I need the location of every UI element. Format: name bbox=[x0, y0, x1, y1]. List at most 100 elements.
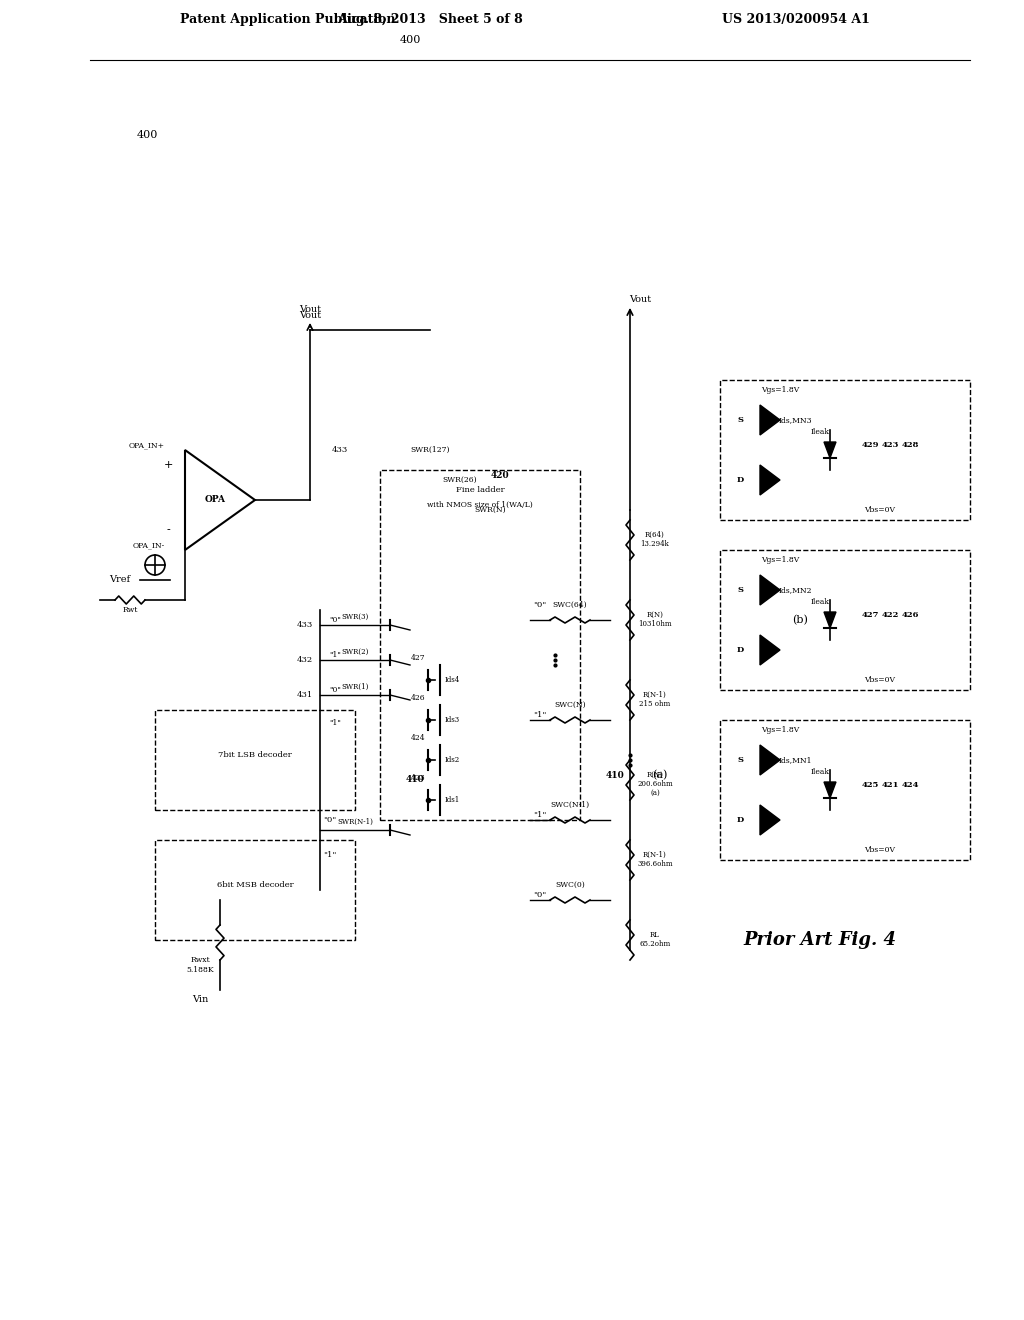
Text: Fine ladder: Fine ladder bbox=[456, 486, 504, 494]
Text: SWR(2): SWR(2) bbox=[341, 648, 369, 656]
Text: SWR(26): SWR(26) bbox=[442, 477, 477, 484]
Text: 426: 426 bbox=[901, 611, 919, 619]
Text: 10310hm: 10310hm bbox=[638, 620, 672, 628]
Text: 425: 425 bbox=[861, 781, 879, 789]
Text: Vout: Vout bbox=[299, 305, 322, 314]
Text: 429: 429 bbox=[861, 441, 879, 449]
Text: S: S bbox=[737, 586, 743, 594]
Text: 396.6ohm: 396.6ohm bbox=[637, 861, 673, 869]
Text: "1": "1" bbox=[329, 651, 341, 659]
Text: OPA_IN-: OPA_IN- bbox=[133, 541, 165, 549]
Text: Vgs=1.8V: Vgs=1.8V bbox=[761, 385, 799, 393]
Text: "1": "1" bbox=[534, 810, 547, 818]
Text: Ileak: Ileak bbox=[811, 768, 829, 776]
Text: "0": "0" bbox=[534, 891, 547, 899]
Text: Ileak: Ileak bbox=[811, 598, 829, 606]
Polygon shape bbox=[824, 612, 836, 628]
Text: 6bit MSB decoder: 6bit MSB decoder bbox=[217, 880, 293, 888]
Polygon shape bbox=[824, 442, 836, 458]
Text: 400: 400 bbox=[136, 129, 158, 140]
Text: OPA: OPA bbox=[205, 495, 225, 504]
Text: Aug. 8, 2013   Sheet 5 of 8: Aug. 8, 2013 Sheet 5 of 8 bbox=[337, 13, 523, 26]
Text: SWR(N): SWR(N) bbox=[474, 506, 506, 513]
Text: Patent Application Publication: Patent Application Publication bbox=[180, 13, 395, 26]
Text: SWR(3): SWR(3) bbox=[341, 612, 369, 620]
Text: "1": "1" bbox=[534, 711, 547, 719]
Text: Rwxt
5.188K: Rwxt 5.188K bbox=[186, 957, 214, 974]
Text: Ileak: Ileak bbox=[811, 428, 829, 436]
Text: 433: 433 bbox=[332, 446, 348, 454]
Text: Vbs=0V: Vbs=0V bbox=[864, 676, 896, 684]
Polygon shape bbox=[760, 805, 780, 836]
Text: R(N-1): R(N-1) bbox=[643, 690, 667, 700]
Text: Prior Art Fig. 4: Prior Art Fig. 4 bbox=[743, 931, 896, 949]
Text: Rwt: Rwt bbox=[122, 606, 137, 614]
Text: Ids1: Ids1 bbox=[444, 796, 460, 804]
Text: Vgs=1.8V: Vgs=1.8V bbox=[761, 726, 799, 734]
Text: 423: 423 bbox=[882, 441, 899, 449]
Text: (a): (a) bbox=[650, 789, 659, 797]
Text: Vbs=0V: Vbs=0V bbox=[864, 846, 896, 854]
Text: SWC(N): SWC(N) bbox=[554, 701, 586, 709]
Text: 410: 410 bbox=[605, 771, 625, 780]
Text: Ids4: Ids4 bbox=[444, 676, 460, 684]
Text: R(64): R(64) bbox=[645, 531, 665, 539]
Text: 422: 422 bbox=[882, 611, 899, 619]
Text: R(N): R(N) bbox=[646, 611, 664, 619]
Text: Vgs=1.8V: Vgs=1.8V bbox=[761, 556, 799, 564]
Text: 65.2ohm: 65.2ohm bbox=[639, 940, 671, 948]
Text: D: D bbox=[736, 816, 743, 824]
Text: 420: 420 bbox=[490, 470, 509, 479]
Polygon shape bbox=[760, 576, 780, 605]
Text: Vout: Vout bbox=[629, 296, 651, 305]
Text: RL: RL bbox=[650, 931, 659, 939]
Text: 427: 427 bbox=[861, 611, 879, 619]
Text: Ids,MN1: Ids,MN1 bbox=[778, 756, 812, 764]
Text: S: S bbox=[737, 756, 743, 764]
Text: "1": "1" bbox=[324, 851, 337, 859]
Text: 433: 433 bbox=[297, 620, 313, 630]
Text: (b): (b) bbox=[792, 615, 808, 626]
Text: (a): (a) bbox=[652, 770, 668, 780]
Text: 427: 427 bbox=[411, 653, 425, 663]
Text: 423: 423 bbox=[411, 774, 425, 781]
Text: 410: 410 bbox=[406, 776, 424, 784]
Text: Ids,MN2: Ids,MN2 bbox=[778, 586, 812, 594]
Text: 421: 421 bbox=[882, 781, 899, 789]
Text: 424: 424 bbox=[901, 781, 919, 789]
Text: "0": "0" bbox=[324, 816, 337, 824]
Text: Ids,MN3: Ids,MN3 bbox=[778, 416, 812, 424]
Text: 7bit LSB decoder: 7bit LSB decoder bbox=[218, 751, 292, 759]
Text: Vin: Vin bbox=[191, 995, 208, 1005]
Text: "0": "0" bbox=[534, 601, 547, 609]
Polygon shape bbox=[760, 635, 780, 665]
Text: -: - bbox=[166, 525, 170, 535]
Text: SWC(N-1): SWC(N-1) bbox=[551, 801, 590, 809]
Bar bbox=[90, 140, 961, 1119]
Text: 200.6ohm: 200.6ohm bbox=[637, 780, 673, 788]
Text: S: S bbox=[737, 416, 743, 424]
Text: "1": "1" bbox=[329, 719, 341, 727]
Text: SWC(64): SWC(64) bbox=[553, 601, 588, 609]
Text: 424: 424 bbox=[411, 734, 425, 742]
Polygon shape bbox=[824, 781, 836, 799]
Text: SWR(N-1): SWR(N-1) bbox=[337, 818, 373, 826]
Text: Ids3: Ids3 bbox=[444, 715, 460, 723]
Polygon shape bbox=[760, 405, 780, 436]
Text: D: D bbox=[736, 477, 743, 484]
Text: R(N): R(N) bbox=[646, 771, 664, 779]
Text: SWR(1): SWR(1) bbox=[341, 682, 369, 690]
Text: R(N-1): R(N-1) bbox=[643, 851, 667, 859]
Text: 400: 400 bbox=[400, 36, 421, 45]
Text: OPA_IN+: OPA_IN+ bbox=[129, 441, 165, 449]
Text: +: + bbox=[163, 459, 173, 470]
Text: Vref: Vref bbox=[110, 576, 131, 585]
Text: SWC(0): SWC(0) bbox=[555, 880, 585, 888]
Text: "0": "0" bbox=[329, 686, 341, 694]
Text: with NMOS size of 1(WA/L): with NMOS size of 1(WA/L) bbox=[427, 502, 532, 510]
Text: US 2013/0200954 A1: US 2013/0200954 A1 bbox=[722, 13, 870, 26]
Text: D: D bbox=[736, 645, 743, 653]
Text: 428: 428 bbox=[901, 441, 919, 449]
Text: Vbs=0V: Vbs=0V bbox=[864, 506, 896, 513]
Text: 431: 431 bbox=[297, 690, 313, 700]
